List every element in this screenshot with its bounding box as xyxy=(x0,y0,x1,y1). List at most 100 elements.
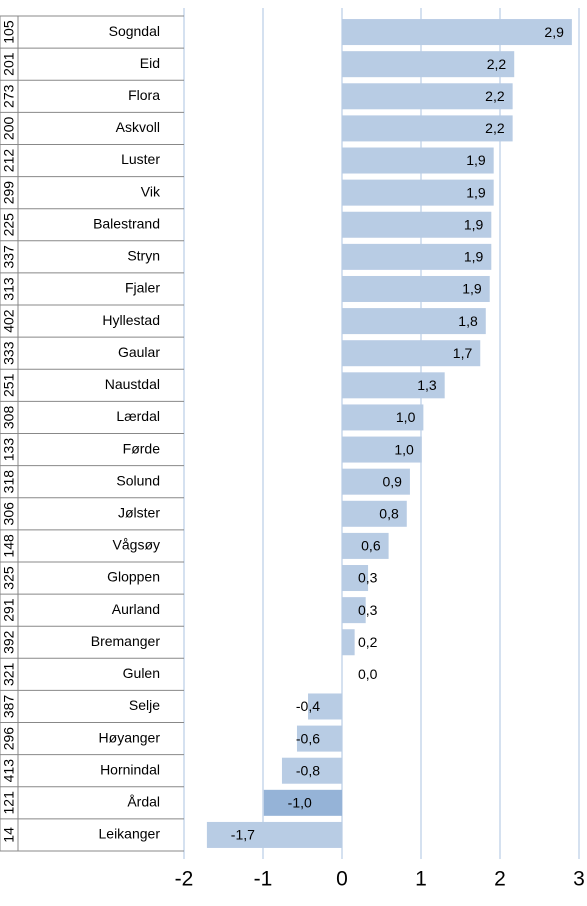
bar xyxy=(342,500,407,527)
bar xyxy=(342,308,486,335)
rank-label: 133 xyxy=(1,438,17,462)
value-label: 0,3 xyxy=(358,570,378,586)
value-label: 1,0 xyxy=(396,409,416,425)
value-label: 1,9 xyxy=(466,184,486,200)
category-label: Hyllestad xyxy=(102,312,160,328)
value-label: 0,2 xyxy=(358,634,378,650)
x-tick-label: -2 xyxy=(175,868,194,891)
bar xyxy=(342,115,513,142)
category-label: Hornindal xyxy=(100,761,160,777)
value-label: 2,2 xyxy=(487,56,507,72)
bar xyxy=(342,275,490,302)
rank-label: 299 xyxy=(1,181,17,205)
bar xyxy=(296,725,342,752)
value-label: -0,6 xyxy=(296,730,320,746)
value-label: 2,2 xyxy=(485,120,505,136)
rank-label: 201 xyxy=(1,52,17,76)
value-label: 1,8 xyxy=(458,313,478,329)
category-label: Askvoll xyxy=(116,119,160,135)
bar xyxy=(342,468,410,495)
x-tick-label: 3 xyxy=(573,868,585,891)
rank-label: 402 xyxy=(1,309,17,333)
category-label: Solund xyxy=(116,472,160,488)
x-tick-label: 2 xyxy=(494,868,506,891)
category-label: Årdal xyxy=(127,794,160,810)
bar xyxy=(342,532,389,559)
category-label: Sogndal xyxy=(109,23,160,39)
rank-label: 387 xyxy=(1,695,17,719)
x-tick-label: -1 xyxy=(254,868,273,891)
value-label: -0,4 xyxy=(296,698,320,714)
category-label: Gulen xyxy=(123,665,160,681)
value-label: -1,7 xyxy=(231,827,255,843)
rank-label: 273 xyxy=(1,84,17,108)
bar xyxy=(342,629,355,656)
rank-label: 306 xyxy=(1,502,17,526)
rank-label: 313 xyxy=(1,277,17,301)
category-label: Gaular xyxy=(118,344,160,360)
category-label: Selje xyxy=(129,697,160,713)
bar xyxy=(342,436,422,463)
category-label: Høyanger xyxy=(99,729,161,745)
category-label: Bremanger xyxy=(91,633,161,649)
value-label: 0,0 xyxy=(358,666,378,682)
category-label: Leikanger xyxy=(99,826,161,842)
x-tick-label: 1 xyxy=(415,868,427,891)
bar xyxy=(342,404,424,431)
category-label: Stryn xyxy=(127,248,160,264)
bar xyxy=(342,372,445,399)
value-label: 1,9 xyxy=(466,152,486,168)
value-label: 0,3 xyxy=(358,602,378,618)
rank-label: 251 xyxy=(1,373,17,397)
value-label: -0,8 xyxy=(296,762,320,778)
rank-label: 291 xyxy=(1,598,17,622)
bar xyxy=(342,51,515,78)
bar xyxy=(342,340,481,367)
value-label: 1,7 xyxy=(453,345,473,361)
category-label: Jølster xyxy=(118,504,160,520)
value-label: 0,9 xyxy=(382,473,402,489)
rank-label: 392 xyxy=(1,630,17,654)
bar xyxy=(342,243,492,270)
rank-label: 14 xyxy=(1,827,17,843)
value-label: 1,3 xyxy=(417,377,437,393)
category-label: Aurland xyxy=(112,601,160,617)
rank-label: 148 xyxy=(1,534,17,558)
value-label: 1,9 xyxy=(464,249,484,265)
rank-label: 413 xyxy=(1,759,17,783)
category-label: Flora xyxy=(128,87,160,103)
value-label: 2,2 xyxy=(485,88,505,104)
rank-label: 308 xyxy=(1,406,17,430)
rank-label: 121 xyxy=(1,791,17,815)
value-label: 0,6 xyxy=(361,538,381,554)
x-tick-label: 0 xyxy=(336,868,348,891)
category-label: Lærdal xyxy=(116,408,160,424)
bar xyxy=(263,789,342,816)
category-label: Førde xyxy=(123,440,161,456)
category-label: Vik xyxy=(141,183,161,199)
bar xyxy=(342,147,494,174)
rank-label: 318 xyxy=(1,470,17,494)
value-label: 1,9 xyxy=(462,281,482,297)
rank-label: 325 xyxy=(1,566,17,590)
value-label: 0,8 xyxy=(379,505,399,521)
rank-label: 212 xyxy=(1,149,17,173)
value-label: 1,9 xyxy=(464,216,484,232)
rank-label: 296 xyxy=(1,727,17,751)
bar xyxy=(342,597,366,624)
rank-label: 200 xyxy=(1,117,17,141)
bar xyxy=(342,211,492,238)
category-label: Luster xyxy=(121,151,160,167)
value-label: 2,9 xyxy=(544,24,564,40)
rank-label: 105 xyxy=(1,20,17,44)
bar xyxy=(308,693,342,720)
value-label: 1,0 xyxy=(394,441,414,457)
category-label: Vågsøy xyxy=(113,537,160,553)
bar xyxy=(206,821,342,848)
category-label: Eid xyxy=(140,55,160,71)
bar xyxy=(342,179,494,206)
value-label: -1,0 xyxy=(288,795,312,811)
rank-label: 225 xyxy=(1,213,17,237)
bar xyxy=(281,757,342,784)
